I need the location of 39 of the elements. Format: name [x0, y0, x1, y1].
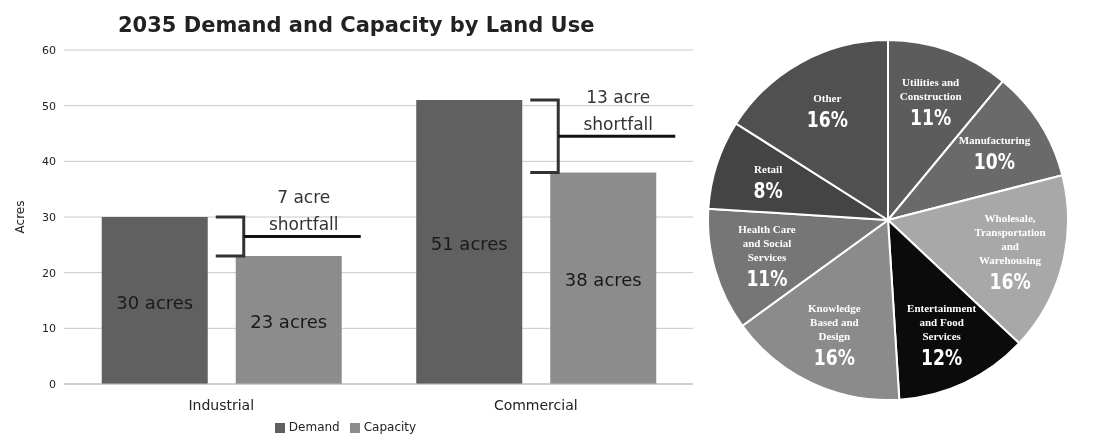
slice-label: Wholesale, Transportation and Warehousing [974, 212, 1046, 267]
y-tick-label: 50 [42, 99, 56, 113]
bar [550, 172, 657, 384]
y-tick-label: 10 [42, 322, 56, 336]
slice-label: Knowledge Based and Design [808, 302, 861, 343]
data-label: 11% [746, 266, 788, 292]
data-label: 30 acres [116, 291, 194, 313]
y-tick-label: 20 [42, 266, 56, 280]
slice-label: Manufacturing [958, 134, 1031, 147]
data-label: 16% [813, 345, 855, 371]
x-tick-label: Commercial [493, 396, 578, 413]
data-label: 10% [973, 149, 1015, 175]
legend-label: Capacity [363, 420, 417, 434]
annotation: 7 acre shortfall [268, 187, 339, 235]
slice-label: Utilities and Construction [899, 76, 962, 103]
chart-title: 2035 Demand and Capacity by Land Use [117, 12, 596, 39]
legend-label: Demand [288, 420, 340, 434]
slice-label: Health Care and Social Services [738, 223, 796, 264]
y-tick-label: 30 [42, 210, 56, 224]
y-tick-label: 60 [42, 43, 56, 57]
slice-label: Retail [754, 163, 783, 176]
slice-label: Other [813, 91, 842, 104]
y-axis-title: Acres [13, 200, 28, 234]
data-label: 23 acres [250, 310, 328, 332]
data-label: 12% [921, 345, 963, 371]
data-label: 51 acres [430, 233, 508, 255]
data-label: 16% [806, 106, 848, 133]
bar [101, 217, 208, 384]
annotation: 13 acre shortfall [583, 87, 654, 135]
y-tick-label: 40 [42, 155, 56, 169]
data-label: 16% [989, 269, 1031, 295]
x-tick-label: Industrial [188, 396, 255, 413]
data-label: 8% [753, 178, 783, 204]
y-tick-label: 0 [49, 377, 56, 391]
data-label: 38 acres [564, 269, 642, 291]
bar [235, 255, 342, 384]
data-label: 11% [910, 105, 952, 131]
bar [416, 100, 523, 384]
slice-label: Entertainment and Food Services [907, 302, 977, 343]
